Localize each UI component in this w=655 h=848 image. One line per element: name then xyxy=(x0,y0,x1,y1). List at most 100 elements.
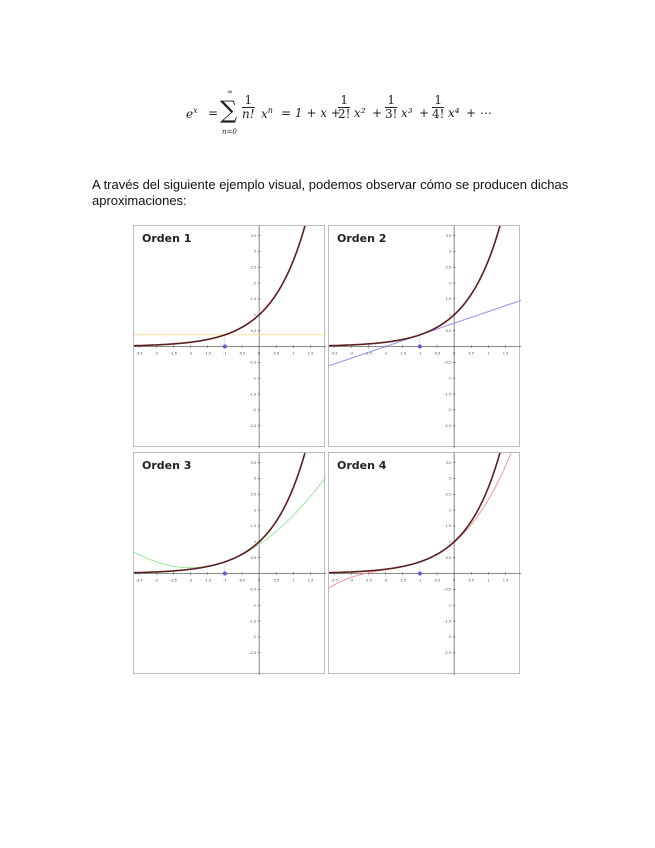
y-tick-label: -0.5 xyxy=(249,588,256,592)
plot-orden-2: -3.5 -3 -2.5 -2 -1.5 -1 -0.5 0 0.5 1 1.5 -2.5 -2 -1.5… xyxy=(328,225,521,448)
plot-title: Orden 2 xyxy=(337,232,387,245)
y-tick-label: -2.5 xyxy=(444,651,451,655)
taylor-approximation-curve xyxy=(329,453,512,589)
y-tick-label: 2.5 xyxy=(446,493,452,497)
term4-fraction: 1 4! xyxy=(432,93,445,121)
term3-power: x³ xyxy=(401,106,413,120)
plus-sign: + xyxy=(372,106,383,120)
y-tick-label: -2.5 xyxy=(249,651,256,655)
y-tick-label: 2.5 xyxy=(251,266,257,270)
x-tick-label: -0.5 xyxy=(434,352,441,356)
x-tick-label: -3 xyxy=(155,352,159,356)
x-tick-label: 1.5 xyxy=(503,352,509,356)
exponential-curve xyxy=(134,226,306,347)
y-tick-label: 3 xyxy=(449,250,451,254)
y-tick-label: 2 xyxy=(449,281,451,285)
x-tick-label: 0 xyxy=(258,579,260,583)
exponential-series-formula: ex = ∞ ∑ n=0 1 n! xn = 1 + x + 1 2! x² + 1… xyxy=(186,88,492,148)
y-tick-label: 3.5 xyxy=(446,461,452,465)
y-tick-label: 2.5 xyxy=(446,266,452,270)
y-tick-label: -1 xyxy=(448,377,452,381)
x-tick-label: 0 xyxy=(453,352,455,356)
y-tick-label: 2.5 xyxy=(251,493,257,497)
x-tick-label: -2.5 xyxy=(170,352,177,356)
y-tick-label: 3.5 xyxy=(446,234,452,238)
term-fraction: 1 n! xyxy=(242,93,255,121)
exponential-curve xyxy=(329,453,501,574)
x-tick-label: 0.5 xyxy=(468,352,474,356)
x-tick-label: 1 xyxy=(487,579,489,583)
x-tick-label: -2 xyxy=(384,352,388,356)
x-tick-label: -0.5 xyxy=(239,352,246,356)
y-tick-label: 0.5 xyxy=(446,556,452,560)
sum-symbol: ∑ xyxy=(220,96,238,124)
x-tick-label: 1.5 xyxy=(503,579,509,583)
y-tick-label: 1.5 xyxy=(251,524,257,528)
x-tick-label: 1.5 xyxy=(308,579,314,583)
y-tick-label: -2 xyxy=(253,635,257,639)
x-tick-label: 1 xyxy=(487,352,489,356)
x-tick-label: -3.5 xyxy=(331,352,338,356)
x-tick-label: -2.5 xyxy=(170,579,177,583)
y-tick-label: -1 xyxy=(253,377,257,381)
x-tick-label: -3.5 xyxy=(136,352,143,356)
exponential-curve xyxy=(329,226,501,347)
sum-lower-limit: n=0 xyxy=(222,128,237,136)
y-tick-label: 3 xyxy=(449,477,451,481)
y-tick-label: -1 xyxy=(448,604,452,608)
x-tick-label: -2.5 xyxy=(365,352,372,356)
y-tick-label: 0.5 xyxy=(251,556,257,560)
x-tick-label: -2 xyxy=(384,579,388,583)
y-tick-label: 1 xyxy=(254,540,256,544)
y-tick-label: -1.5 xyxy=(444,392,451,396)
y-tick-label: 1.5 xyxy=(446,297,452,301)
formula-lhs: ex xyxy=(186,106,198,121)
x-tick-label: 1 xyxy=(292,579,294,583)
x-tick-label: 0 xyxy=(258,352,260,356)
y-tick-label: -2 xyxy=(448,635,452,639)
x-tick-label: 0 xyxy=(453,579,455,583)
x-tick-label: -3 xyxy=(350,579,354,583)
plot-orden-3: -3.5 -3 -2.5 -2 -1.5 -1 -0.5 0 0.5 1 1.5 -2.5 -2 -1.5… xyxy=(133,452,326,675)
y-tick-label: 1 xyxy=(449,313,451,317)
x-tick-label: 1.5 xyxy=(308,352,314,356)
y-tick-label: 1.5 xyxy=(446,524,452,528)
term4-power: x⁴ xyxy=(448,106,460,120)
y-tick-label: -2 xyxy=(448,408,452,412)
y-tick-label: 1 xyxy=(449,540,451,544)
y-tick-label: -0.5 xyxy=(444,588,451,592)
y-tick-label: -2.5 xyxy=(249,424,256,428)
term2-fraction: 1 2! xyxy=(338,93,351,121)
x-tick-label: 0.5 xyxy=(468,579,474,583)
x-tick-label: -3.5 xyxy=(331,579,338,583)
x-tick-label: -0.5 xyxy=(434,579,441,583)
y-tick-label: 1 xyxy=(254,313,256,317)
x-tick-label: -1 xyxy=(418,579,422,583)
plot-title: Orden 1 xyxy=(142,232,192,245)
y-tick-label: 1.5 xyxy=(251,297,257,301)
x-tick-label: 0.5 xyxy=(273,352,279,356)
x-tick-label: -3 xyxy=(155,579,159,583)
plot-title: Orden 4 xyxy=(337,459,387,472)
x-tick-label: -2.5 xyxy=(365,579,372,583)
x-tick-label: 1 xyxy=(292,352,294,356)
plot-orden-4: -3.5 -3 -2.5 -2 -1.5 -1 -0.5 0 0.5 1 1.5 -2.5 -2 -1.5… xyxy=(328,452,521,675)
x-tick-label: -3.5 xyxy=(136,579,143,583)
plot-orden-1: -3.5 -3 -2.5 -2 -1.5 -1 -0.5 0 0.5 1 1.5 -2.5 -2 -1.5… xyxy=(133,225,326,448)
equals-sign: = xyxy=(208,106,219,120)
y-tick-label: -2.5 xyxy=(444,424,451,428)
term3-fraction: 1 3! xyxy=(385,93,398,121)
y-tick-label: 2 xyxy=(254,508,256,512)
y-tick-label: -1.5 xyxy=(444,619,451,623)
y-tick-label: 0.5 xyxy=(251,329,257,333)
x-tick-label: -2 xyxy=(189,352,193,356)
x-tick-label: -3 xyxy=(350,352,354,356)
taylor-approximation-curve xyxy=(134,476,326,569)
intro-paragraph: A través del siguiente ejemplo visual, p… xyxy=(92,177,569,208)
x-tick-label: -1 xyxy=(418,352,422,356)
y-tick-label: 3.5 xyxy=(251,461,257,465)
formula-tail: + ⋯ xyxy=(466,106,492,120)
y-tick-label: -1.5 xyxy=(249,619,256,623)
y-tick-label: -2 xyxy=(253,408,257,412)
